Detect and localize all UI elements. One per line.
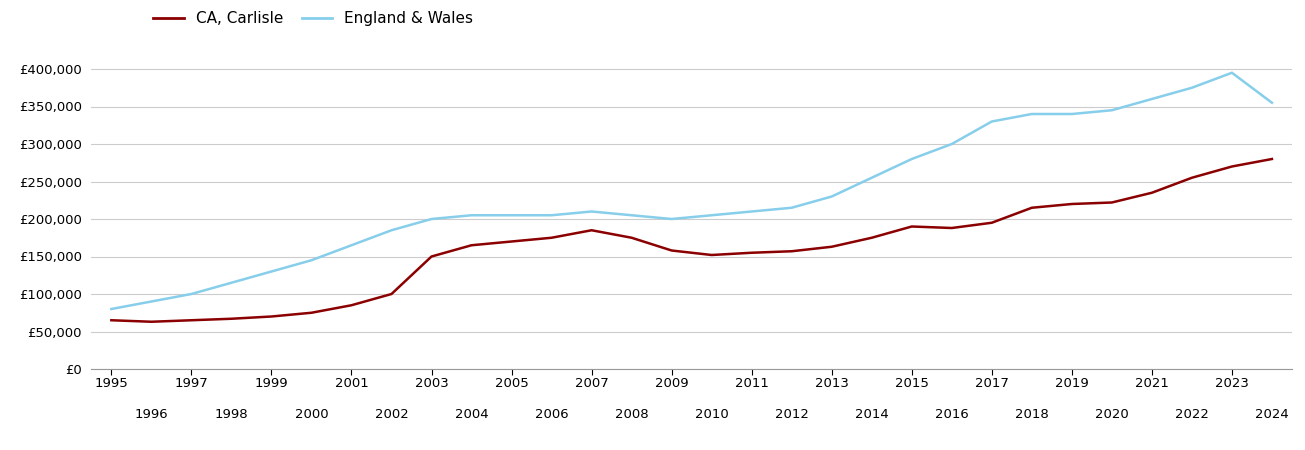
CA, Carlisle (784, 248, 800, 254)
Line: CA, Carlisle: CA, Carlisle (111, 159, 1272, 322)
Legend: CA, Carlisle, England & Wales: CA, Carlisle, England & Wales (147, 5, 479, 32)
Text: 2018: 2018 (1015, 408, 1049, 421)
England & Wales (624, 212, 639, 218)
England & Wales (664, 216, 680, 222)
CA, Carlisle (1265, 156, 1280, 162)
England & Wales (223, 280, 239, 285)
CA, Carlisle (1064, 201, 1079, 207)
Line: England & Wales: England & Wales (111, 73, 1272, 309)
Text: 2022: 2022 (1174, 408, 1208, 421)
England & Wales (1024, 111, 1040, 117)
England & Wales (544, 212, 560, 218)
Text: 2004: 2004 (454, 408, 488, 421)
CA, Carlisle (103, 318, 119, 323)
CA, Carlisle (304, 310, 320, 315)
England & Wales (744, 209, 760, 214)
England & Wales (463, 212, 479, 218)
CA, Carlisle (864, 235, 880, 240)
Text: 2016: 2016 (934, 408, 968, 421)
CA, Carlisle (703, 252, 719, 258)
CA, Carlisle (463, 243, 479, 248)
England & Wales (103, 306, 119, 312)
CA, Carlisle (184, 318, 200, 323)
England & Wales (1104, 108, 1120, 113)
CA, Carlisle (1184, 175, 1199, 180)
CA, Carlisle (1024, 205, 1040, 211)
England & Wales (1184, 85, 1199, 90)
CA, Carlisle (544, 235, 560, 240)
Text: 2012: 2012 (775, 408, 809, 421)
England & Wales (703, 212, 719, 218)
England & Wales (984, 119, 1000, 124)
CA, Carlisle (744, 250, 760, 256)
England & Wales (784, 205, 800, 211)
CA, Carlisle (504, 239, 519, 244)
CA, Carlisle (624, 235, 639, 240)
England & Wales (424, 216, 440, 222)
CA, Carlisle (343, 302, 359, 308)
England & Wales (583, 209, 599, 214)
Text: 2010: 2010 (694, 408, 728, 421)
CA, Carlisle (984, 220, 1000, 225)
CA, Carlisle (144, 319, 159, 324)
CA, Carlisle (944, 225, 959, 231)
England & Wales (343, 243, 359, 248)
England & Wales (864, 175, 880, 180)
Text: 2008: 2008 (615, 408, 649, 421)
CA, Carlisle (424, 254, 440, 259)
Text: 2014: 2014 (855, 408, 889, 421)
Text: 2020: 2020 (1095, 408, 1129, 421)
Text: 2000: 2000 (295, 408, 329, 421)
England & Wales (904, 156, 920, 162)
CA, Carlisle (1144, 190, 1160, 195)
England & Wales (1144, 96, 1160, 102)
England & Wales (823, 194, 839, 199)
CA, Carlisle (664, 248, 680, 253)
England & Wales (504, 212, 519, 218)
England & Wales (1265, 100, 1280, 105)
CA, Carlisle (1224, 164, 1240, 169)
Text: 2024: 2024 (1255, 408, 1289, 421)
CA, Carlisle (583, 228, 599, 233)
England & Wales (384, 228, 399, 233)
CA, Carlisle (223, 316, 239, 321)
England & Wales (1064, 111, 1079, 117)
CA, Carlisle (384, 291, 399, 297)
England & Wales (264, 269, 279, 274)
CA, Carlisle (904, 224, 920, 229)
England & Wales (144, 299, 159, 304)
England & Wales (1224, 70, 1240, 76)
CA, Carlisle (1104, 200, 1120, 205)
Text: 2006: 2006 (535, 408, 569, 421)
Text: 1998: 1998 (214, 408, 248, 421)
England & Wales (184, 291, 200, 297)
CA, Carlisle (264, 314, 279, 319)
CA, Carlisle (823, 244, 839, 249)
England & Wales (944, 141, 959, 147)
Text: 1996: 1996 (134, 408, 168, 421)
Text: 2002: 2002 (375, 408, 408, 421)
England & Wales (304, 257, 320, 263)
